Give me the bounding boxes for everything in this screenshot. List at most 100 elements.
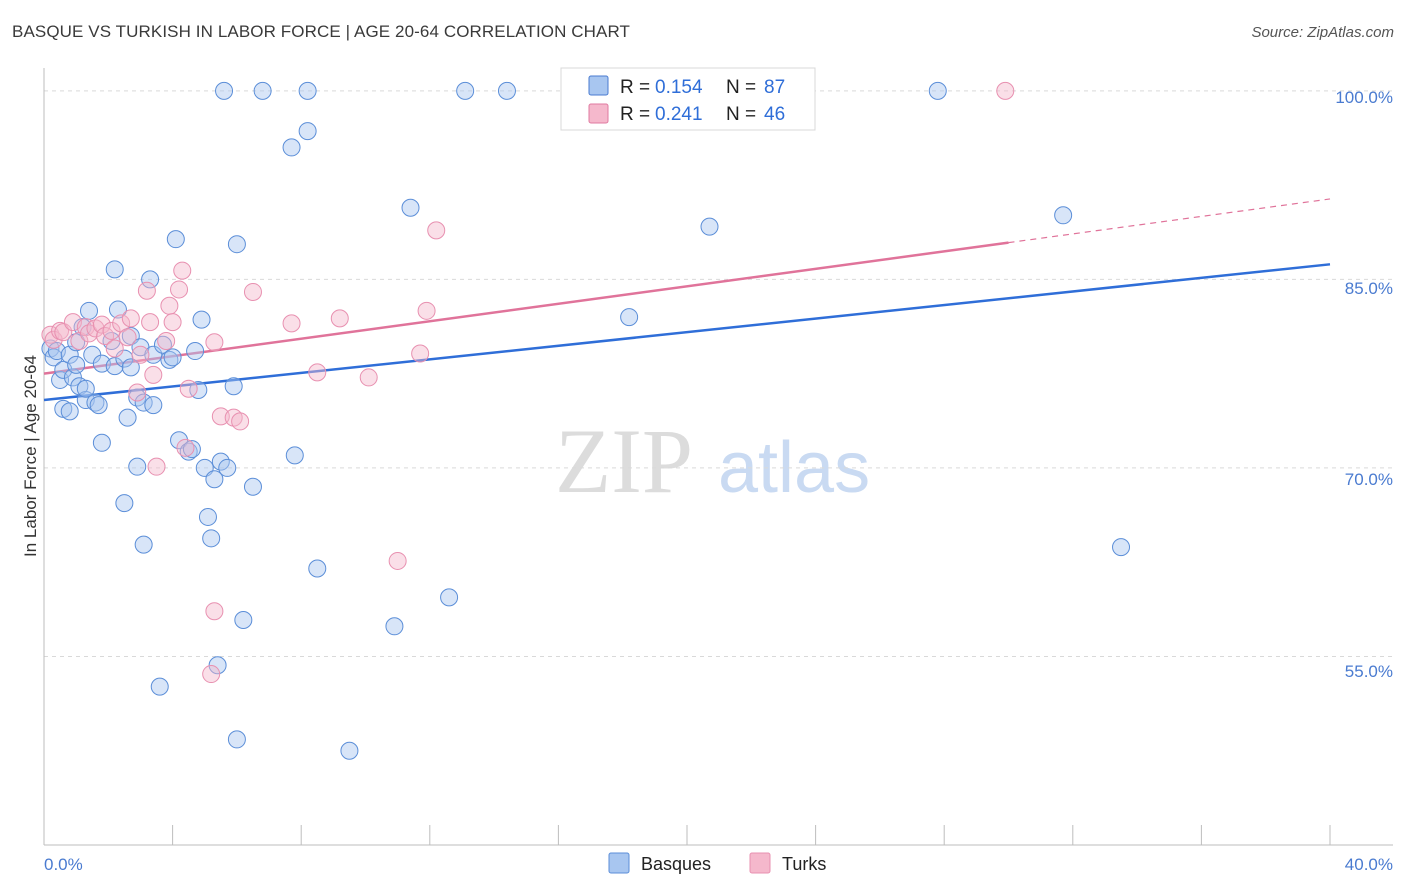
point-turks [996,81,1015,100]
point-basques [700,217,719,236]
point-turks [427,221,446,240]
point-basques [308,559,327,578]
point-basques [128,457,147,476]
point-basques [118,408,137,427]
point-basques [198,507,217,526]
point-turks [170,280,189,299]
point-basques [298,122,317,141]
point-turks [128,383,147,402]
series-legend-swatch-basques [608,852,630,874]
point-basques [340,741,359,760]
y-tick-label-100: 100.0% [1335,88,1393,107]
point-turks [118,328,137,347]
point-basques [253,81,272,100]
point-turks [102,321,121,340]
point-basques [144,345,163,364]
point-turks [44,330,63,349]
series-legend-swatch-turks [749,852,771,874]
point-basques [192,310,211,329]
point-turks [173,261,192,280]
point-basques [298,81,317,100]
point-turks [205,602,224,621]
point-basques [150,677,169,696]
point-basques [1054,206,1073,225]
point-turks [243,282,262,301]
data-points [41,81,1131,760]
point-turks [388,551,407,570]
point-basques [385,617,404,636]
y-tick-label-70: 70.0% [1345,470,1393,489]
point-turks [211,407,230,426]
trend-lines [43,198,1331,402]
point-basques [620,308,639,327]
series-legend: Basques Turks [608,852,826,874]
legend-n-value-basques: 87 [764,77,785,98]
trend-line-basques [43,263,1331,402]
point-turks [359,368,378,387]
legend-n-label-basques: N = [726,77,756,98]
point-turks [330,309,349,328]
point-basques [89,396,108,415]
point-turks [147,457,166,476]
point-turks [202,665,221,684]
y-axis-title: In Labor Force | Age 20-64 [21,355,40,557]
point-basques [121,358,140,377]
point-basques [182,440,201,459]
point-basques [456,81,475,100]
point-basques [115,494,134,513]
legend-swatch-turks [588,103,609,124]
point-turks [141,313,160,332]
watermark-zip: ZIP [555,410,693,512]
point-basques [215,81,234,100]
legend-r-label-turks: R = [620,104,650,125]
point-basques [141,270,160,289]
point-turks [308,363,327,382]
legend-r-value-basques: 0.154 [655,77,703,98]
point-turks [231,412,250,431]
point-turks [411,344,430,363]
axes [43,68,1393,846]
point-basques [186,342,205,361]
point-basques [243,477,262,496]
chart-title: BASQUE VS TURKISH IN LABOR FORCE | AGE 2… [12,22,631,41]
point-turks [282,314,301,333]
point-basques [440,588,459,607]
point-basques [86,393,105,412]
point-turks [105,339,124,358]
point-turks [54,323,73,342]
point-basques [224,377,243,396]
point-turks [160,296,179,315]
point-basques [60,402,79,421]
source-label: Source: ZipAtlas.com [1251,24,1394,41]
point-basques [1112,538,1131,557]
point-basques [208,656,227,675]
point-basques [401,198,420,217]
point-turks [157,331,176,350]
point-basques [80,301,99,320]
point-turks [144,365,163,384]
series-legend-label-turks: Turks [782,854,826,874]
point-basques [189,380,208,399]
point-basques [202,529,221,548]
point-basques [163,348,182,367]
stats-legend: R = 0.154 N = 87 R = 0.241 N = 46 [560,67,816,131]
point-basques [134,535,153,554]
point-basques [144,396,163,415]
point-basques [227,730,246,749]
watermark: ZIP atlas [555,410,870,512]
point-basques [166,230,185,249]
point-turks [163,313,182,332]
point-basques [67,355,86,374]
y-tick-label-55: 55.0% [1345,662,1393,681]
gridlines [44,90,1392,657]
point-basques [105,260,124,279]
point-turks [131,345,150,364]
legend-r-value-turks: 0.241 [655,104,703,125]
point-basques [76,379,95,398]
point-basques [92,433,111,452]
legend-n-label-turks: N = [726,104,756,125]
point-turks [176,438,195,457]
point-basques [105,357,124,376]
legend-n-value-turks: 46 [764,104,785,125]
